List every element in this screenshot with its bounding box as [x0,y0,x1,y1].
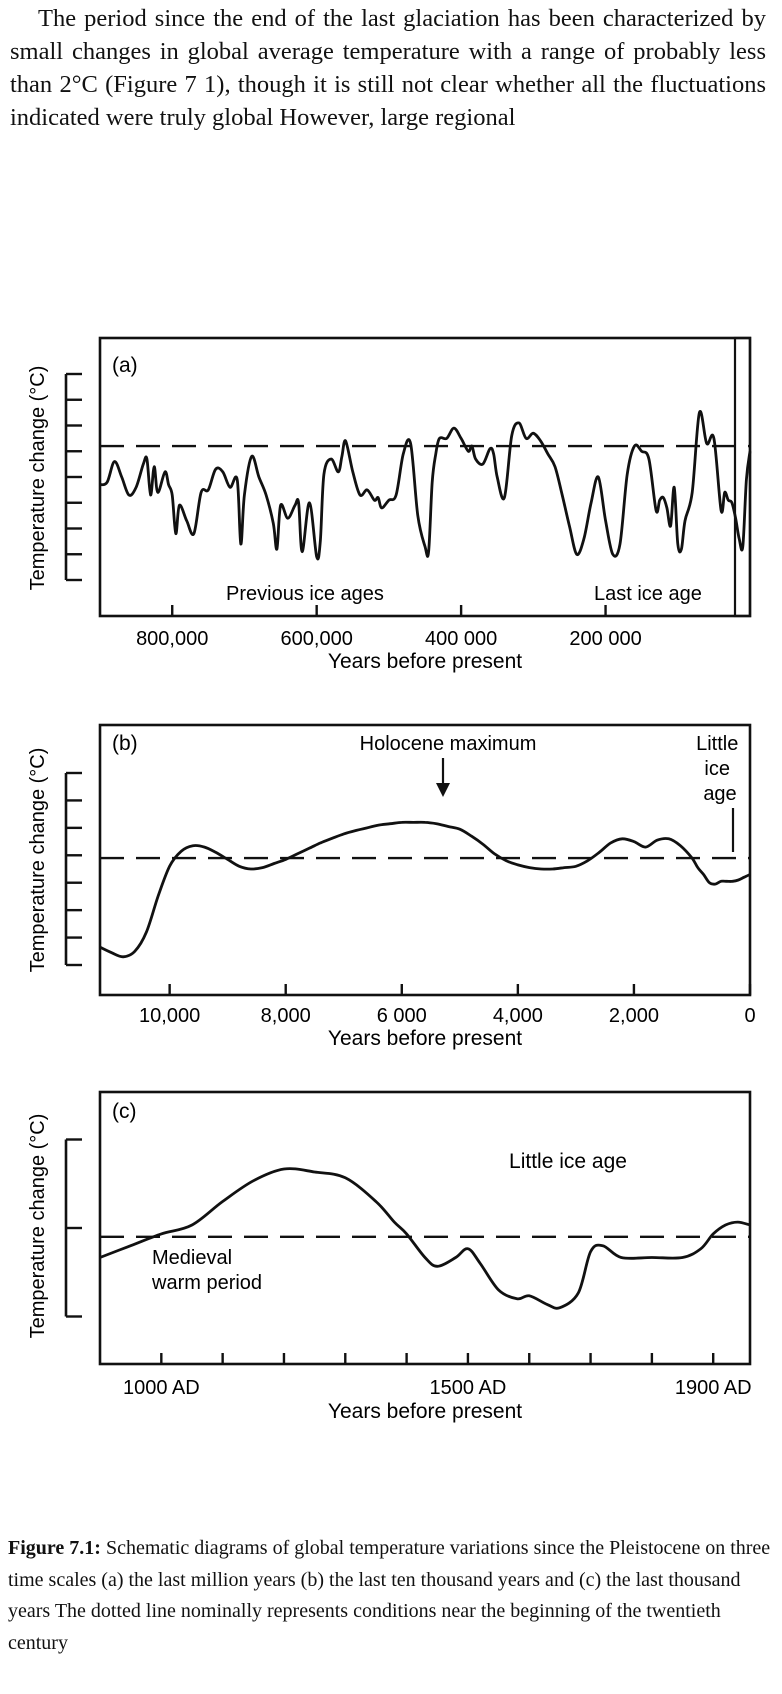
panel-b: 10,000 8,000 6 000 4,000 2,000 0 (b) Holocene… [27,723,756,1050]
panel-a-annotation-last-ice-age: Last ice age [594,583,702,605]
x-axis-tick-label: 1900 AD [675,1377,752,1399]
panel-c-x-axis-label: Years before present [328,1400,522,1423]
panel-a-x-ticks: 800,000 600,000 400 000 200 000 [136,605,642,650]
panel-c-annotation-medieval: Medieval [152,1247,232,1269]
x-axis-tick-label: 1500 AD [430,1377,507,1399]
panel-c-annotation-warm-period: warm period [151,1272,262,1294]
panel-b-annotation-little-ice-age-line: Little [696,733,738,755]
x-axis-tick-label: 0 [744,1005,755,1027]
panel-b-y-axis-label: Temperature change (°C) [27,748,49,973]
x-axis-tick-label: 200 000 [569,628,641,650]
panel-a-temperature-curve [99,410,752,561]
panel-b-label: (b) [112,732,138,755]
panel-c-y-axis-label: Temperature change (°C) [27,1114,49,1339]
panel-b-temperature-curve [99,820,751,959]
intro-paragraph: The period since the end of the last gla… [10,5,766,131]
panel-a-label: (a) [112,354,138,377]
panel-c-temperature-curve [99,1167,751,1310]
caption-label: Figure 7.1: [8,1537,101,1559]
panel-b-holocene-arrow-head [436,783,450,797]
x-axis-tick-label: 1000 AD [123,1377,200,1399]
figure-caption: Figure 7.1: Schematic diagrams of global… [8,1533,774,1659]
panel-b-frame [98,723,752,997]
panel-a-annotation-previous-ice-ages: Previous ice ages [226,583,384,605]
x-axis-tick-label: 8,000 [261,1005,311,1027]
caption-body: Schematic diagrams of global temperature… [8,1537,771,1654]
panel-b-annotation-holocene-maximum: Holocene maximum [360,733,537,755]
panel-a-y-axis [64,372,82,582]
panel-c-x-ticks: 1000 AD 1500 AD 1900 AD [123,1353,752,1399]
x-axis-tick-label: 800,000 [136,628,208,650]
panel-c-annotation-little-ice-age: Little ice age [509,1150,627,1173]
x-axis-tick-label: 2,000 [609,1005,659,1027]
panel-b-x-axis-label: Years before present [328,1027,522,1050]
panel-c-frame [98,1090,752,1366]
panel-b-annotation-little-ice-age: Little ice age [696,733,744,805]
panel-c: 1000 AD 1500 AD 1900 AD (c) Little ice age… [27,1090,752,1423]
panel-a-recent-band [733,336,752,618]
x-axis-tick-label: 4,000 [493,1005,543,1027]
x-axis-tick-label: 600,000 [281,628,353,650]
panel-a: 800,000 600,000 400 000 200 000 (a) Previou… [27,336,752,673]
x-axis-tick-label: 6 000 [377,1005,427,1027]
panel-b-x-ticks: 10,000 8,000 6 000 4,000 2,000 0 [139,984,756,1027]
x-axis-tick-label: 10,000 [139,1005,200,1027]
figure-7-1: 800,000 600,000 400 000 200 000 (a) Previou… [27,336,756,1423]
x-axis-tick-label: 400 000 [425,628,497,650]
panel-b-y-axis [64,771,82,967]
panel-b-annotation-little-ice-age-line: age [703,783,736,805]
panel-b-annotation-little-ice-age-line: ice [704,758,730,780]
panel-a-y-axis-label: Temperature change (°C) [27,366,49,591]
panel-a-x-axis-label: Years before present [328,650,522,673]
panel-c-label: (c) [112,1100,137,1123]
panel-c-y-axis [64,1138,82,1318]
